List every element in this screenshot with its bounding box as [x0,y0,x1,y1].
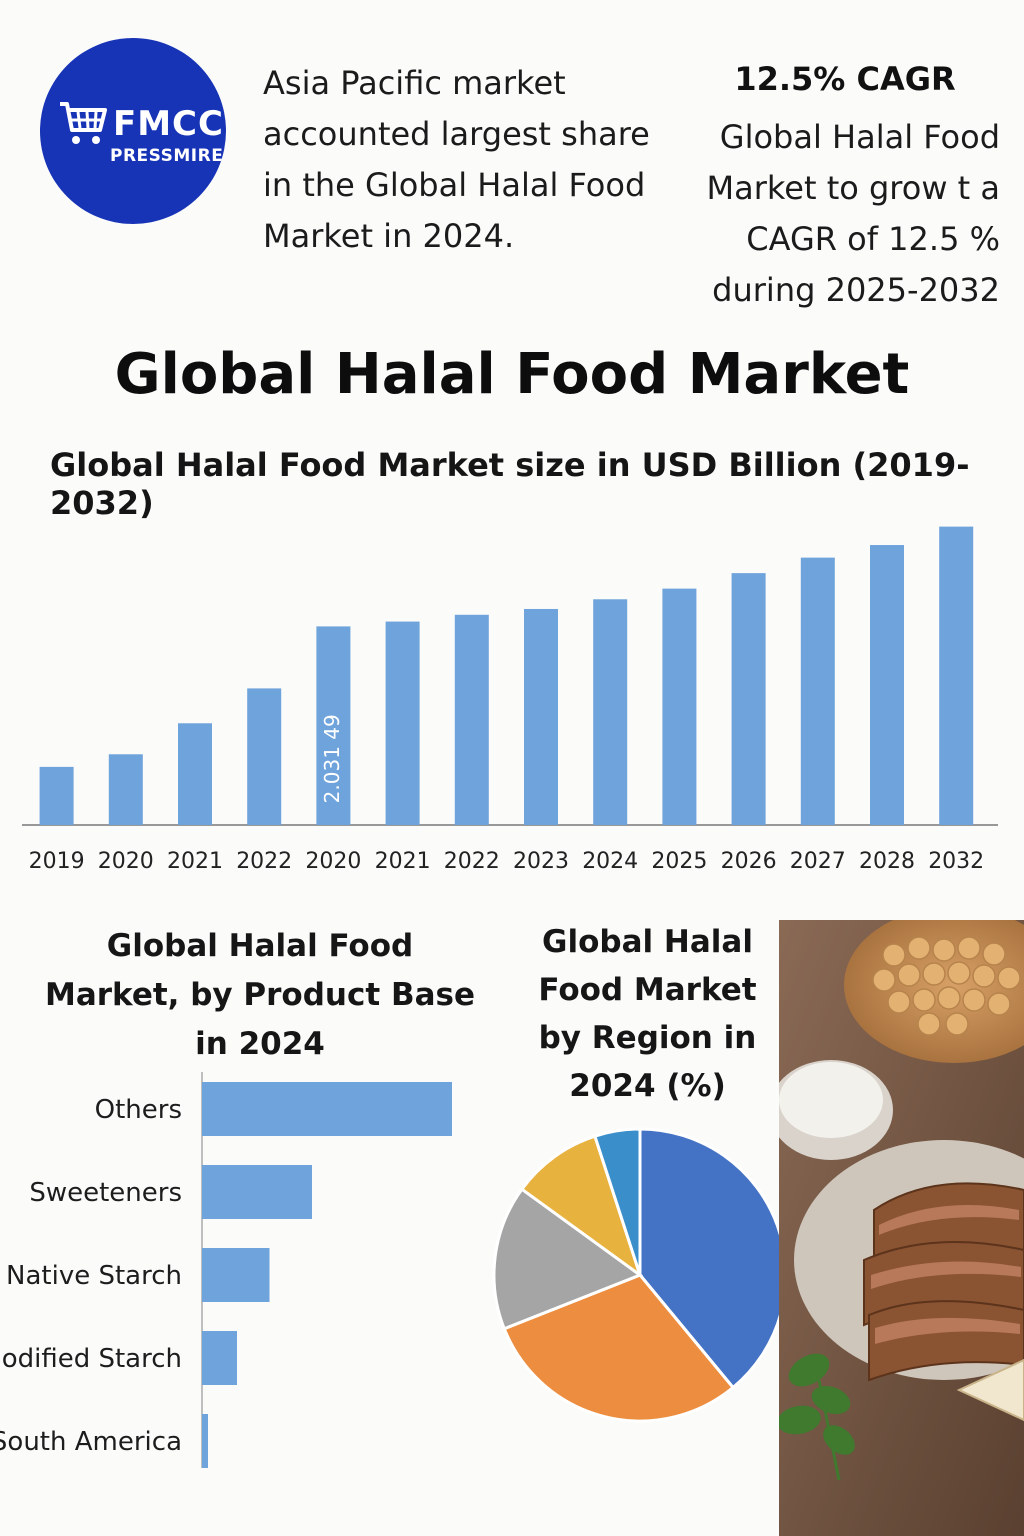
bar [454,614,489,825]
bar [939,526,974,825]
shopping-cart-icon [60,102,107,144]
bar [524,608,558,825]
x-tick-label: 2028 [859,849,915,874]
pie-slice [592,1127,642,1276]
category-label: South America [0,1427,182,1457]
category-label: Native Starch [6,1261,182,1291]
bar [108,754,143,825]
x-tick-label: 2032 [928,849,984,874]
bar [593,599,628,825]
pie-slice [502,1273,736,1423]
bar [39,766,74,825]
bar [316,626,351,825]
x-tick-label: 2026 [721,849,777,874]
x-tick-label: 2021 [375,849,431,874]
x-tick-label: 2020 [98,849,154,874]
logo-brand-text: FMCC [113,104,224,144]
market-size-chart-title: Global Halal Food Market size in USD Bil… [50,446,970,522]
bar [385,621,420,825]
bar-data-label: 2.031 49 [320,714,344,803]
fmcc-pressmire-logo: FMCC PRESSMIRE [40,38,226,224]
bar [731,573,766,825]
x-tick-label: 2022 [236,849,292,874]
pie-slice [519,1134,643,1279]
category-label: Others [95,1095,182,1125]
halal-food-photo [779,920,1024,1536]
bar [178,723,212,825]
region-pie-chart [492,1127,788,1423]
bar [202,1165,312,1219]
cagr-heading: 12.5% CAGR [734,60,956,98]
bar [870,545,904,825]
pie-slice [638,1127,788,1390]
market-size-bar-chart: 2019 2020 2021 2022 2020 2.031 49 2021 2022 2023… [22,526,998,874]
product-base-chart-title: Global Halal Food Market, by Product Bas… [44,928,476,1062]
bar [202,1082,452,1136]
x-tick-label: 2019 [29,849,85,874]
x-tick-label: 2020 [305,849,361,874]
category-label: Sweeteners [29,1178,182,1208]
x-tick-label: 2021 [167,849,223,874]
x-tick-label: 2027 [790,849,846,874]
bar [202,1248,270,1302]
bar [202,1414,208,1468]
region-pie-chart-title: Global Halal Food Market by Region in 20… [538,924,757,1104]
page-title: Global Halal Food Market [114,342,910,407]
x-tick-label: 2024 [582,849,638,874]
x-tick-label: 2022 [444,849,500,874]
bar [247,688,282,825]
x-tick-label: 2023 [513,849,569,874]
pie-slice [492,1187,644,1331]
logo-sub-text: PRESSMIRE [110,146,224,166]
bar [800,557,835,825]
product-base-bar-chart: Others Sweeteners Native Starch Modified St… [0,1072,452,1468]
cagr-description: Global Halal Food Market to grow t a CAG… [706,118,1000,309]
category-label: Modified Starch [0,1344,182,1374]
x-tick-label: 2025 [651,849,707,874]
bar [202,1331,237,1385]
bar [662,588,697,825]
asia-pacific-note: Asia Pacific market accounted largest sh… [263,64,650,255]
